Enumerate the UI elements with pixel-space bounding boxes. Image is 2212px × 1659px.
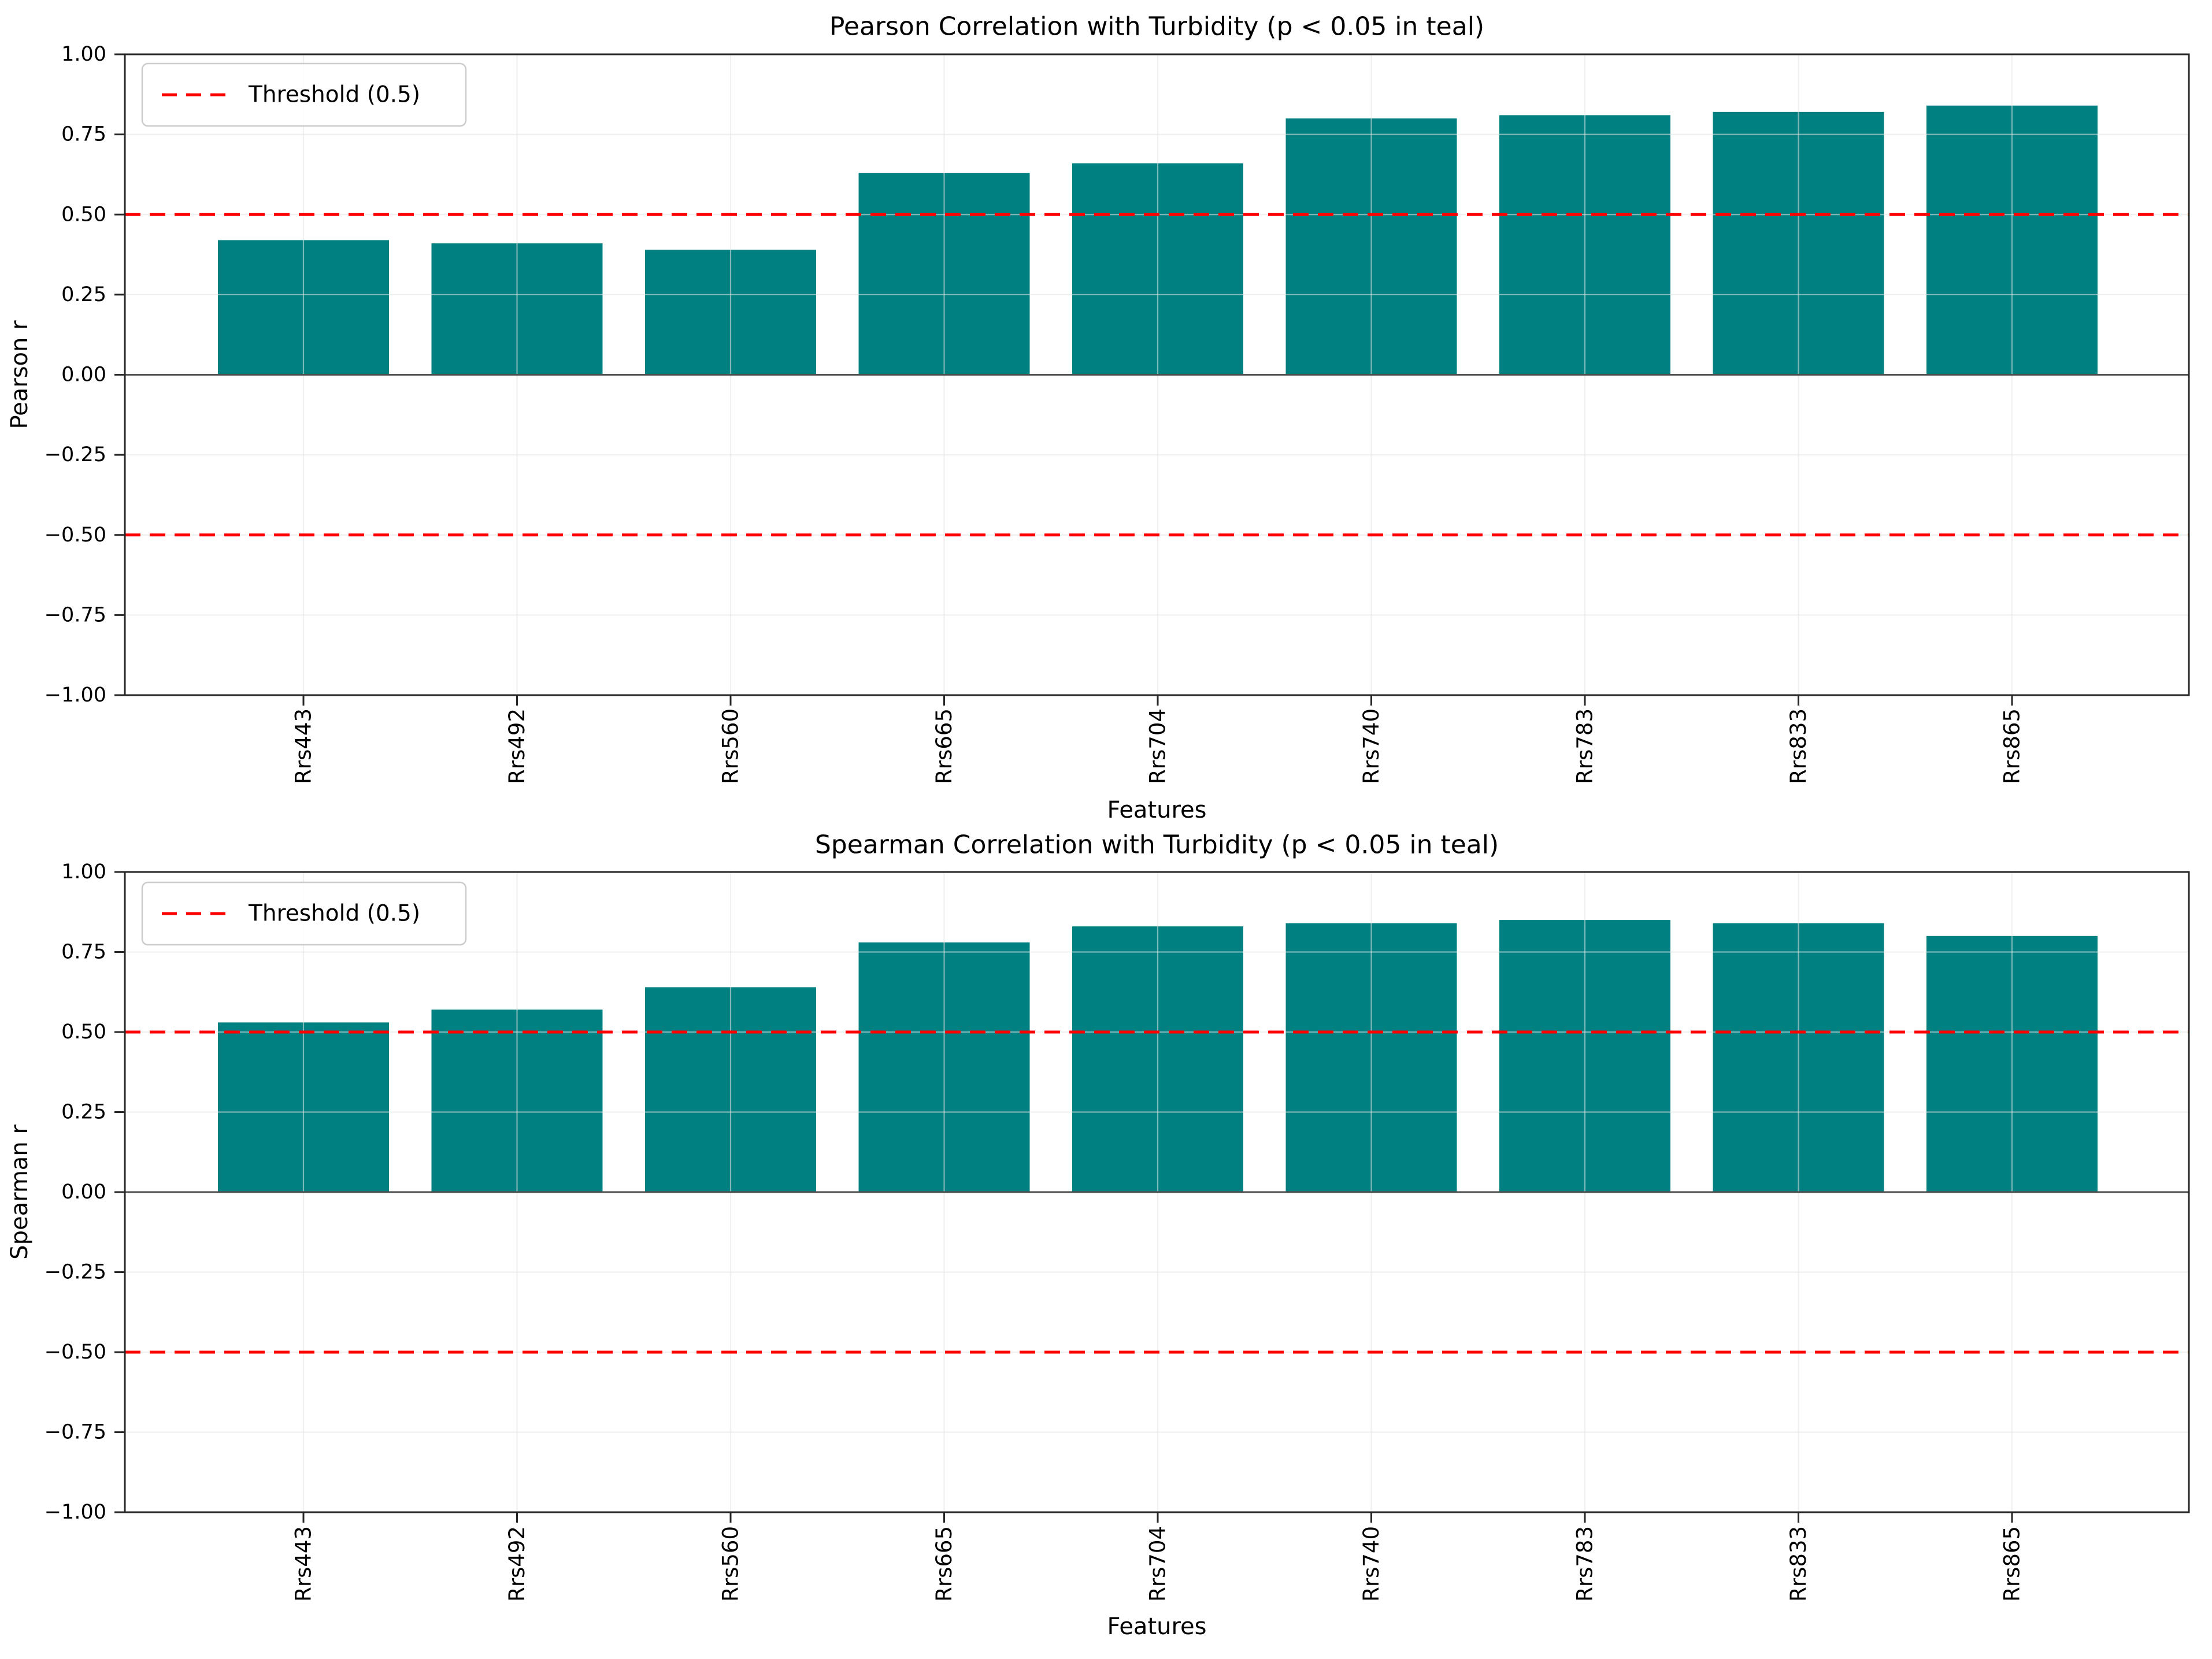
spearman-chart: 1.00 0.75 0.50 0.25 0.00 −0.25 −0.50 −0.75 −1.00… <box>6 830 2190 1640</box>
x-tick-label: Rrs783 <box>1573 1526 1598 1602</box>
x-tick-label: Rrs740 <box>1359 1526 1384 1602</box>
x-tick-label: Rrs833 <box>1786 708 1811 784</box>
y-tick-label: 0.75 <box>61 941 106 964</box>
y-tick-label: −0.75 <box>45 603 106 626</box>
y-tick-label: 0.50 <box>61 1020 106 1044</box>
legend-label: Threshold (0.5) <box>248 901 420 927</box>
x-tick-label: Rrs492 <box>505 1526 529 1602</box>
y-tick-label: 0.00 <box>61 1181 106 1204</box>
legend-box <box>141 62 467 127</box>
y-tick-label: −0.25 <box>45 443 106 466</box>
y-axis-label: Spearman r <box>6 1124 33 1260</box>
x-tick-label: Rrs740 <box>1359 708 1384 784</box>
y-axis-label: Pearson r <box>6 320 33 429</box>
chart-title: Pearson Correlation with Turbidity (p < … <box>829 12 1484 42</box>
y-tick-label: −0.75 <box>45 1421 106 1444</box>
x-tick-label: Rrs560 <box>718 708 743 784</box>
x-tick-label: Rrs492 <box>505 708 529 784</box>
x-tick-label: Rrs704 <box>1146 708 1170 784</box>
y-tick-label: −0.50 <box>45 524 106 547</box>
x-tick-label: Rrs665 <box>932 1526 957 1602</box>
y-tick-label: 1.00 <box>61 860 106 884</box>
y-tick-label: 0.50 <box>61 203 106 226</box>
x-tick-label: Rrs665 <box>932 708 957 784</box>
y-tick-label: 0.75 <box>61 123 106 146</box>
legend: Threshold (0.5) <box>141 62 467 127</box>
x-tick-label: Rrs443 <box>291 1526 316 1602</box>
y-tick-label: −0.25 <box>45 1261 106 1284</box>
x-tick-label: Rrs865 <box>2000 708 2025 784</box>
y-tick-label: 0.00 <box>61 363 106 387</box>
legend: Threshold (0.5) <box>141 881 467 946</box>
x-tick-label: Rrs560 <box>718 1526 743 1602</box>
y-tick-label: −0.50 <box>45 1341 106 1364</box>
y-tick-label: 0.25 <box>61 283 106 306</box>
y-tick-label: −1.00 <box>45 1501 106 1524</box>
x-tick-label: Rrs783 <box>1573 708 1598 784</box>
legend-box <box>141 881 467 946</box>
legend-label: Threshold (0.5) <box>248 82 420 108</box>
chart-title: Spearman Correlation with Turbidity (p <… <box>815 830 1499 860</box>
x-tick-label: Rrs704 <box>1146 1526 1170 1602</box>
x-axis-label: Features <box>1107 797 1207 823</box>
y-tick-label: 1.00 <box>61 43 106 66</box>
x-tick-label: Rrs865 <box>2000 1526 2025 1602</box>
pearson-chart: 1.00 0.75 0.50 0.25 0.00 −0.25 −0.50 −0.75 −1.00… <box>6 12 2190 823</box>
x-axis-label: Features <box>1107 1613 1207 1640</box>
y-tick-label: −1.00 <box>45 684 106 707</box>
x-tick-label: Rrs833 <box>1786 1526 1811 1602</box>
y-tick-label: 0.25 <box>61 1101 106 1124</box>
x-tick-label: Rrs443 <box>291 708 316 784</box>
